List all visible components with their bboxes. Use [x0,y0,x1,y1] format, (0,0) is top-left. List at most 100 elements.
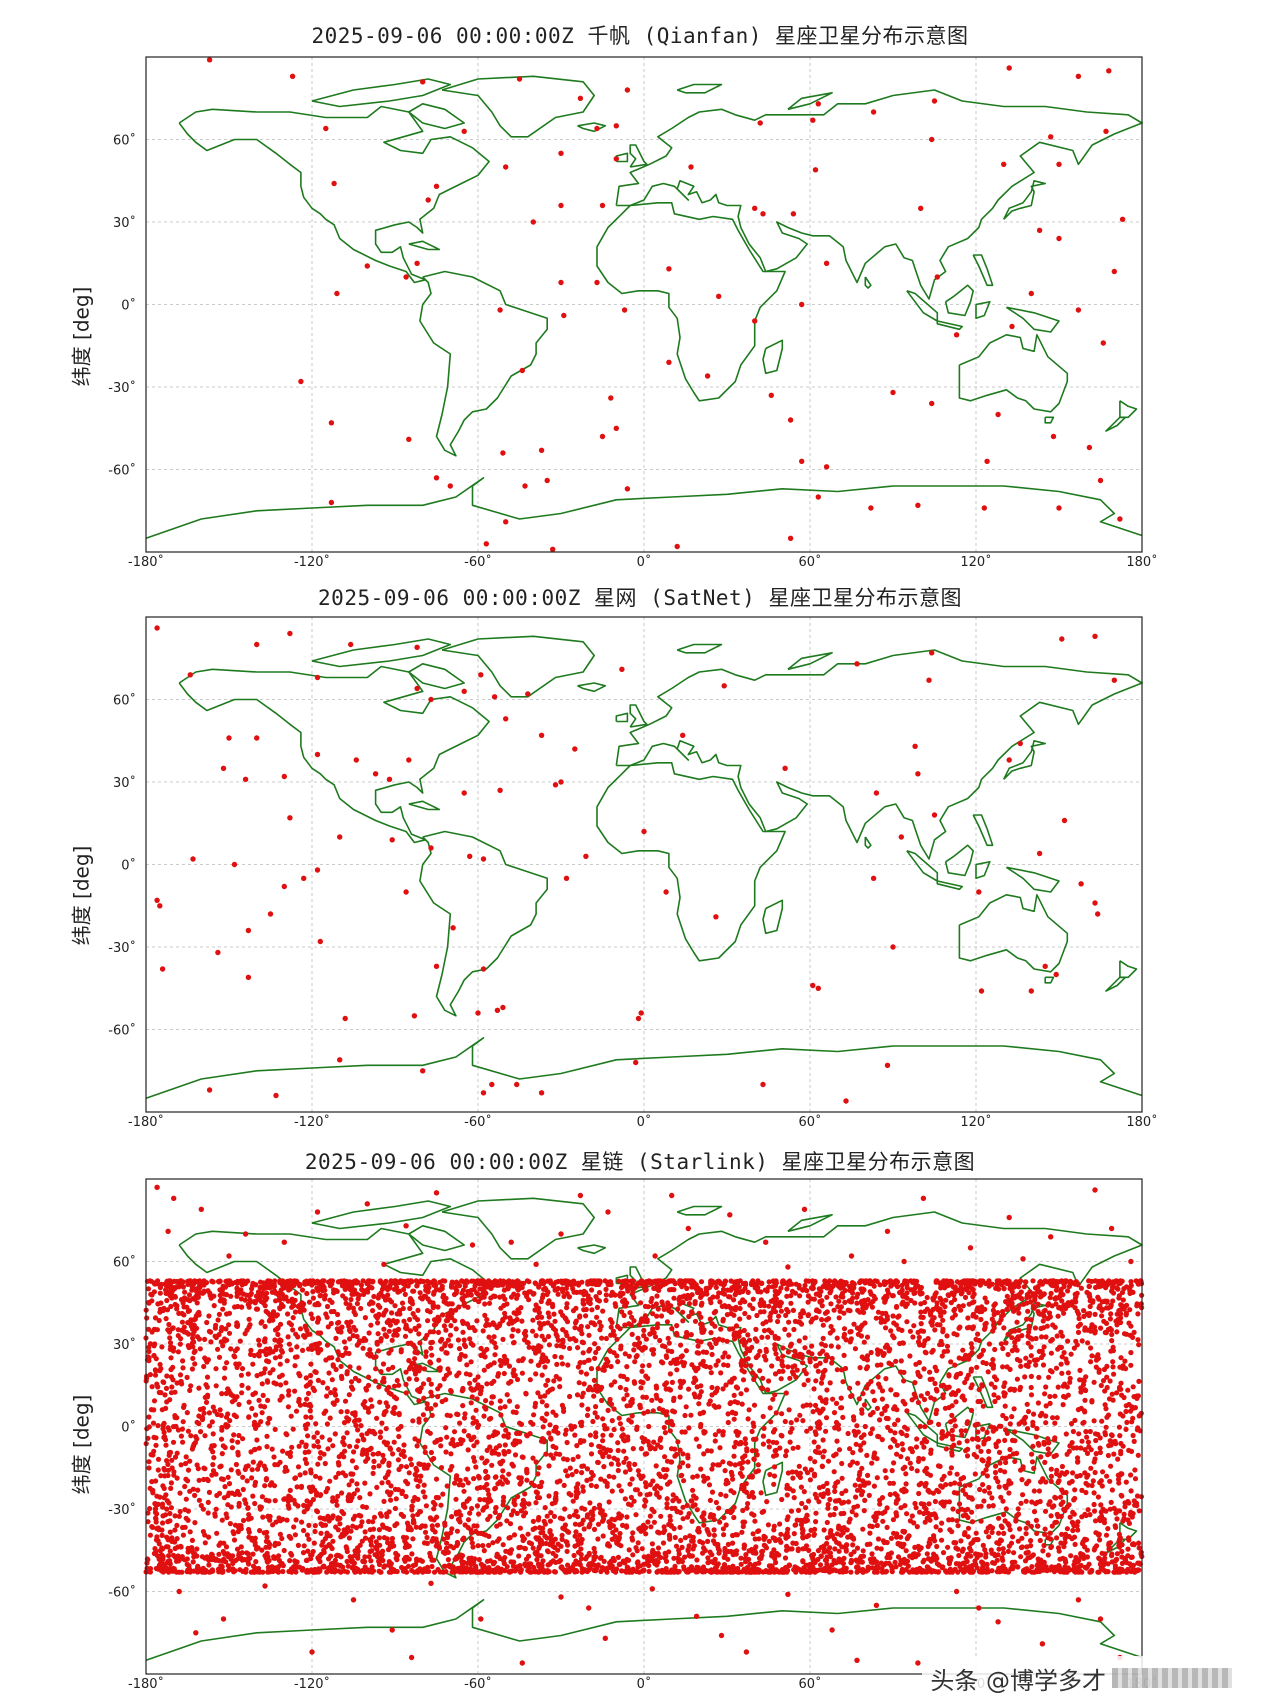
satellite-point [619,666,625,672]
satellite-point [1067,1379,1073,1385]
satellite-point [234,1546,241,1552]
satellite-point [917,1342,923,1348]
satellite-point [145,1435,151,1441]
satellite-point [658,1313,665,1319]
satellite-point [669,1348,675,1355]
satellite-point [475,1010,481,1016]
satellite-point [478,672,484,678]
satellite-point [832,1505,839,1511]
satellite-point [608,1432,614,1438]
satellite-point [1054,1511,1060,1517]
coastline [596,202,786,402]
satellite-point [877,1417,883,1423]
satellite-point [1075,307,1082,313]
satellite-point [1084,1434,1090,1440]
satellite-point [685,1225,691,1232]
satellite-point [503,164,509,170]
coastline [1044,976,1055,984]
satellite-point [298,378,304,385]
satellite-point [582,1506,588,1512]
satellite-point [354,1301,360,1307]
satellite-point [785,1264,791,1270]
satellite-point [225,1563,231,1569]
satellite-point [833,1294,839,1300]
satellite-point [456,1304,462,1310]
satellite-point [363,1458,369,1464]
satellite-point [1025,1408,1032,1415]
satellite-point [472,1377,478,1383]
satellite-point [843,1098,849,1104]
satellite-point [277,1531,283,1537]
satellite-point [216,1311,222,1317]
satellite-point [461,790,467,796]
satellite-point [669,1505,675,1511]
x-tick-label: 120˚ [960,1114,991,1130]
satellite-point [461,688,467,694]
satellite-point [371,1293,377,1300]
satellite-point [467,1380,473,1386]
coastline [958,333,1069,413]
satellite-point [193,1630,199,1636]
satellite-point [1003,1485,1009,1491]
satellite-point [854,1460,860,1466]
satellite-point [850,1414,857,1420]
satellite-point [1017,740,1023,747]
satellite-point [460,1403,466,1409]
satellite-point [497,1405,503,1411]
satellite-point [470,1415,476,1421]
satellite-point [539,1333,545,1339]
satellite-point [969,1509,975,1515]
satellite-point [162,1392,168,1398]
satellite-point [784,1286,790,1292]
satellite-point [881,1539,887,1546]
satellite-point [229,1438,235,1444]
satellite-point [760,211,766,217]
satellite-point [674,1332,680,1338]
satellite-point [586,1357,592,1363]
satellite-point [823,260,830,266]
satellite-point [544,477,550,484]
satellite-point [913,1505,919,1511]
satellite-point [417,1524,423,1531]
satellite-point [759,1334,765,1340]
satellite-point [613,156,619,162]
satellite-point [349,1458,356,1464]
satellite-point [888,1535,895,1541]
satellite-point [782,765,788,771]
satellite-point [986,1484,992,1491]
satellite-point [348,1296,354,1303]
satellite-point [234,1323,240,1329]
satellite-point [454,1528,460,1534]
satellite-point [500,1542,506,1548]
satellite-point [388,1497,394,1503]
satellite-point [800,1418,806,1424]
satellite-point [715,1544,721,1550]
satellite-point [220,1306,226,1312]
satellite-point [1028,1353,1034,1359]
satellite-point [524,1477,530,1483]
satellite-point [624,1364,630,1370]
satellite-point [838,1395,844,1401]
satellite-point [786,1407,792,1413]
satellite-point [453,1307,459,1313]
satellite-point [220,1443,226,1449]
satellite-point [1002,1380,1008,1386]
coastline [958,893,1069,973]
satellite-point [1001,1279,1007,1285]
satellite-point [986,1534,992,1540]
satellite-point [215,1346,221,1352]
satellite-point [858,1333,865,1339]
satellite-point [372,771,379,777]
satellite-point [305,1390,312,1396]
satellite-point [421,1482,427,1488]
satellite-point [269,1446,275,1452]
satellite-point [909,1513,915,1519]
satellite-point [253,1306,260,1312]
satellite-point [254,1437,260,1443]
satellite-point [766,1438,772,1444]
satellite-point [1091,1490,1097,1496]
satellite-point [486,1491,492,1498]
satellite-point [220,765,227,771]
satellite-point [439,1398,445,1405]
satellite-point [445,1337,451,1343]
